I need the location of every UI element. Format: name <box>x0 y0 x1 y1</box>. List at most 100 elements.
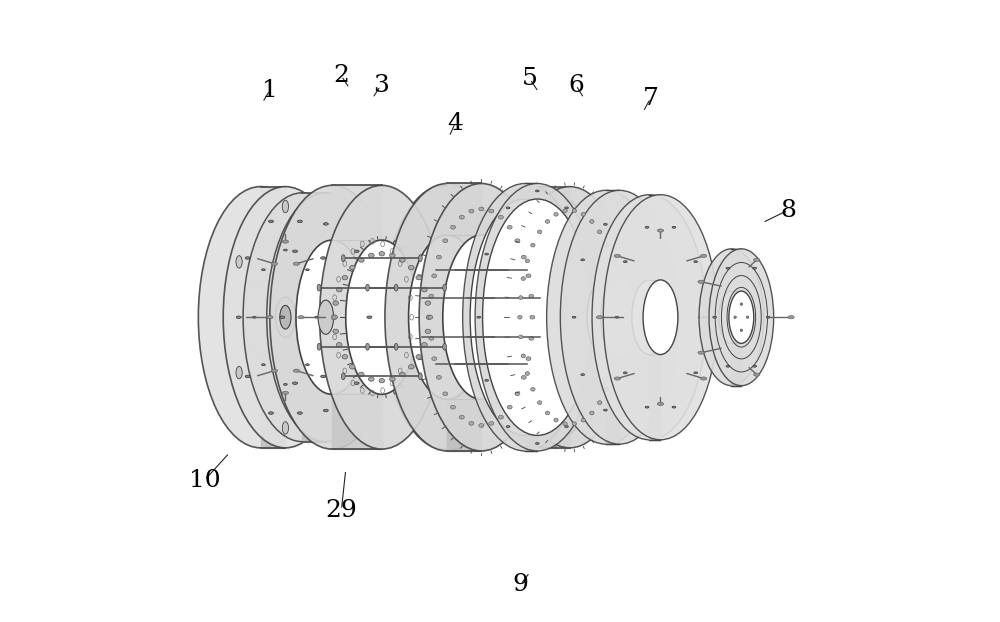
Ellipse shape <box>282 422 289 434</box>
Ellipse shape <box>350 266 355 270</box>
Ellipse shape <box>443 239 448 243</box>
Ellipse shape <box>498 215 503 219</box>
Ellipse shape <box>223 187 348 448</box>
Ellipse shape <box>547 190 665 444</box>
Ellipse shape <box>581 418 585 422</box>
Ellipse shape <box>560 190 679 444</box>
Ellipse shape <box>297 412 302 414</box>
Ellipse shape <box>615 317 619 318</box>
Ellipse shape <box>422 343 427 347</box>
Ellipse shape <box>459 215 464 219</box>
Ellipse shape <box>531 388 535 391</box>
Ellipse shape <box>426 315 432 320</box>
Ellipse shape <box>699 249 764 386</box>
Ellipse shape <box>341 373 345 379</box>
Ellipse shape <box>432 274 437 277</box>
Ellipse shape <box>396 317 399 318</box>
Ellipse shape <box>672 226 676 228</box>
Ellipse shape <box>269 220 273 223</box>
Ellipse shape <box>530 315 535 319</box>
Ellipse shape <box>346 240 418 394</box>
Ellipse shape <box>519 295 523 299</box>
Ellipse shape <box>610 259 614 262</box>
Ellipse shape <box>321 375 326 378</box>
Ellipse shape <box>535 190 539 192</box>
Ellipse shape <box>594 317 598 318</box>
Ellipse shape <box>252 317 256 318</box>
Ellipse shape <box>632 223 635 225</box>
Ellipse shape <box>342 355 348 359</box>
Ellipse shape <box>419 255 422 261</box>
Ellipse shape <box>236 366 242 379</box>
Ellipse shape <box>451 406 455 409</box>
Ellipse shape <box>526 274 531 277</box>
Ellipse shape <box>581 259 585 261</box>
Text: 7: 7 <box>643 87 658 109</box>
Ellipse shape <box>469 209 474 213</box>
Ellipse shape <box>323 409 328 412</box>
Ellipse shape <box>632 409 635 411</box>
Ellipse shape <box>298 316 304 319</box>
Ellipse shape <box>469 422 474 425</box>
Ellipse shape <box>419 183 544 451</box>
Ellipse shape <box>425 329 431 333</box>
Ellipse shape <box>330 316 335 318</box>
Ellipse shape <box>587 277 624 357</box>
Ellipse shape <box>379 378 385 383</box>
Ellipse shape <box>753 365 757 367</box>
Ellipse shape <box>275 297 295 337</box>
Ellipse shape <box>329 366 335 379</box>
Ellipse shape <box>729 291 754 343</box>
Ellipse shape <box>694 372 698 374</box>
Ellipse shape <box>581 213 585 216</box>
Ellipse shape <box>643 280 678 355</box>
Ellipse shape <box>526 357 531 361</box>
Ellipse shape <box>318 300 334 335</box>
Ellipse shape <box>436 376 441 379</box>
Ellipse shape <box>390 253 395 258</box>
Ellipse shape <box>754 258 760 261</box>
Ellipse shape <box>623 261 627 262</box>
Ellipse shape <box>320 185 444 449</box>
Ellipse shape <box>419 405 423 407</box>
Ellipse shape <box>572 209 576 213</box>
Ellipse shape <box>515 392 520 396</box>
Ellipse shape <box>245 375 250 378</box>
Ellipse shape <box>518 315 522 319</box>
Ellipse shape <box>359 258 364 262</box>
Ellipse shape <box>293 382 298 384</box>
Ellipse shape <box>271 369 278 372</box>
Ellipse shape <box>354 250 359 253</box>
Ellipse shape <box>535 443 539 444</box>
Ellipse shape <box>317 284 321 291</box>
Ellipse shape <box>479 207 484 211</box>
Ellipse shape <box>515 239 520 243</box>
Ellipse shape <box>592 195 707 440</box>
Ellipse shape <box>425 301 431 305</box>
Ellipse shape <box>614 254 620 258</box>
Ellipse shape <box>572 422 576 425</box>
Ellipse shape <box>243 193 361 442</box>
Ellipse shape <box>525 372 530 376</box>
Ellipse shape <box>603 195 718 440</box>
Ellipse shape <box>483 367 486 369</box>
Ellipse shape <box>726 365 730 367</box>
Ellipse shape <box>483 199 592 435</box>
Ellipse shape <box>306 364 309 366</box>
Ellipse shape <box>734 316 736 318</box>
Ellipse shape <box>700 254 707 258</box>
Ellipse shape <box>597 230 602 234</box>
Ellipse shape <box>645 226 649 228</box>
Ellipse shape <box>390 377 395 381</box>
Ellipse shape <box>367 316 372 318</box>
Ellipse shape <box>521 376 526 379</box>
Text: 6: 6 <box>568 74 584 96</box>
Ellipse shape <box>614 277 618 281</box>
Ellipse shape <box>545 220 550 223</box>
Ellipse shape <box>698 280 704 283</box>
Ellipse shape <box>315 317 318 318</box>
Ellipse shape <box>262 269 265 271</box>
Ellipse shape <box>245 257 250 259</box>
Ellipse shape <box>443 284 446 291</box>
Ellipse shape <box>284 383 287 385</box>
